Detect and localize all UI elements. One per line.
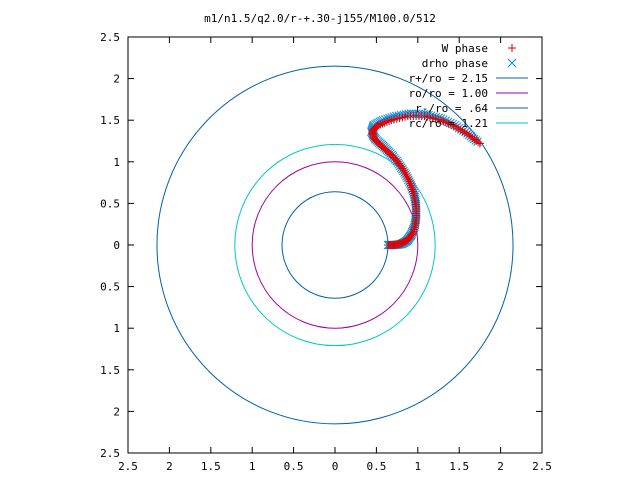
point-+-52	[401, 170, 410, 179]
point-+-89	[373, 122, 382, 131]
y-tick-label: 2	[113, 405, 120, 418]
circle-4	[234, 143, 436, 347]
x-tick-label: 1.5	[449, 460, 469, 473]
legend-label: rc/ro = 1.21	[409, 117, 488, 130]
circle-1	[156, 65, 514, 425]
circle-2	[251, 161, 419, 329]
point-+-131	[474, 138, 483, 147]
circle-3	[281, 191, 389, 299]
x-tick-label: 0.5	[366, 460, 386, 473]
x-tick-label: 2.5	[532, 460, 552, 473]
x-tick-label: 0.5	[284, 460, 304, 473]
legend-label: ro/ro = 1.00	[409, 87, 488, 100]
x-tick-label: 2	[166, 460, 173, 473]
legend-swatch	[508, 44, 516, 52]
y-tick-label: 1	[113, 322, 120, 335]
plot-area	[156, 65, 514, 425]
y-tick-label: 1	[113, 156, 120, 169]
y-tick-label: 2	[113, 73, 120, 86]
legend: W phase drho phase r+/ro = 2.15 ro/ro = 1.0…	[409, 42, 528, 130]
point-+-47	[406, 179, 415, 188]
y-tick-label: 2.5	[100, 447, 120, 460]
legend-label: drho phase	[422, 57, 488, 70]
point-+-43	[408, 187, 417, 196]
point-+-51	[402, 171, 411, 180]
x-tick-label: 1.5	[201, 460, 221, 473]
point-+-45	[407, 183, 416, 192]
point-+-132	[475, 139, 484, 148]
axis-ticks: 2.5 2 1.5 1 0.5 0 0.5 1 1.5 2 2.52.521.510.500.511…	[100, 31, 552, 473]
point-+-49	[404, 175, 413, 184]
x-tick-label: 2	[497, 460, 504, 473]
legend-label: W phase	[442, 42, 488, 55]
chart-title: m1/n1.5/q2.0/r-+.30-j155/M100.0/512	[204, 12, 436, 25]
legend-swatch	[507, 58, 517, 68]
y-tick-label: 2.5	[100, 31, 120, 44]
point-+-48	[405, 177, 414, 186]
y-tick-label: 1.5	[100, 114, 120, 127]
point-+-44	[408, 185, 417, 194]
x-tick-label: 2.5	[118, 460, 138, 473]
y-tick-label: 0	[113, 239, 120, 252]
x-tick-label: 0	[332, 460, 339, 473]
point-+-50	[403, 173, 412, 182]
y-tick-label: 0.5	[100, 281, 120, 294]
legend-label: r+/ro = 2.15	[409, 72, 488, 85]
point-+-46	[406, 181, 415, 190]
legend-label: r-/ro = .64	[415, 102, 488, 115]
y-tick-label: 0.5	[100, 197, 120, 210]
point-+-42	[409, 189, 418, 198]
point-+-23	[408, 229, 417, 238]
series-w-phase	[368, 112, 484, 249]
x-tick-label: 1	[414, 460, 421, 473]
y-tick-label: 1.5	[100, 364, 120, 377]
point-+-88	[372, 123, 381, 132]
x-tick-label: 1	[249, 460, 256, 473]
